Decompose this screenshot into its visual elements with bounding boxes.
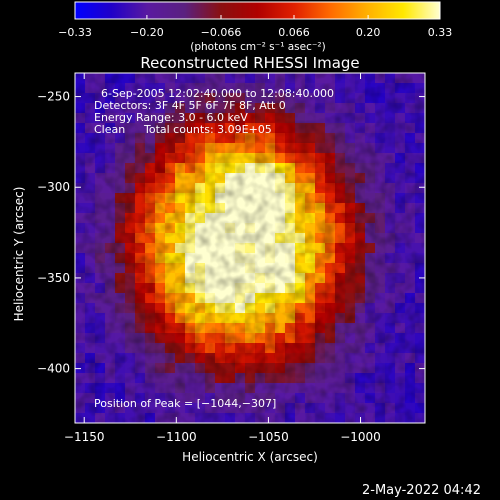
x-tick-label: −1150 [64,430,105,444]
annotations: 6-Sep-2005 12:02:40.000 to 12:08:40.000 … [94,87,334,410]
y-axis-ticks: −250 −300 −350 −400 [37,90,425,376]
x-axis-ticks: −1150 −1100 −1050 −1000 [64,73,381,444]
x-tick-label: −1000 [340,430,381,444]
annotation-total-counts: Total counts: 3.09E+05 [143,123,272,136]
colorbar-tick-label: 0.066 [278,26,310,39]
image-noise-texture [75,73,425,423]
y-axis-label: Heliocentric Y (arcsec) [12,187,26,322]
x-tick-label: −1050 [248,430,289,444]
image-plot [75,73,425,423]
colorbar-ticks: −0.33 −0.20 −0.066 0.066 0.20 0.33 [58,15,452,39]
y-tick-label: −400 [37,362,70,376]
colorbar-tick-label: −0.20 [130,26,164,39]
plot-frame [74,72,426,424]
colorbar-unit-label: (photons cm⁻² s⁻¹ asec⁻²) [190,41,325,53]
colorbar-tick-label: −0.066 [201,26,242,39]
x-tick-label: −1100 [156,430,197,444]
colorbar-tick-label: 0.33 [428,26,453,39]
colorbar-tick-label: −0.33 [58,26,92,39]
footer-timestamp: 2-May-2022 04:42 [362,483,481,498]
annotation-energy-range: Energy Range: 3.0 - 6.0 keV [94,111,248,124]
y-tick-label: −250 [37,90,70,104]
annotation-detectors: Detectors: 3F 4F 5F 6F 7F 8F, Att 0 [94,99,286,112]
colorbar [74,1,441,20]
colorbar-tick-label: 0.20 [356,26,381,39]
annotation-peak-position: Position of Peak = [−1044,−307] [94,397,276,410]
y-tick-label: −300 [37,180,70,194]
annotation-time-range: 6-Sep-2005 12:02:40.000 to 12:08:40.000 [101,87,334,100]
y-tick-label: −350 [37,271,70,285]
annotation-clean: Clean [94,123,125,136]
chart-title: Reconstructed RHESSI Image [140,54,359,72]
x-axis-label: Heliocentric X (arcsec) [182,450,318,464]
